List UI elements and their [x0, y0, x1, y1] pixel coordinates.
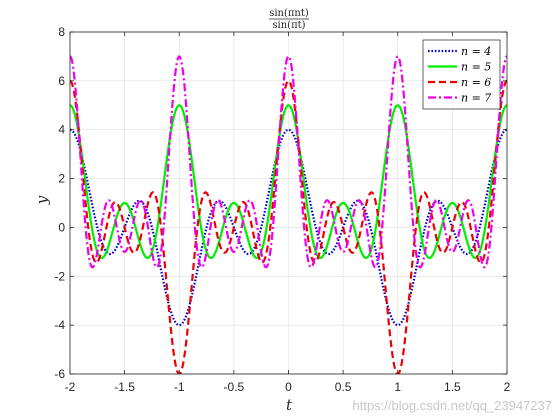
- title-denominator: sin(πt): [272, 20, 305, 31]
- series-line-n5: [70, 104, 507, 260]
- y-tick-label: -2: [54, 269, 65, 283]
- y-tick-label: 6: [58, 74, 65, 88]
- x-axis-label: t: [286, 396, 293, 414]
- chart-title: sin(πnt) sin(πt): [269, 8, 309, 31]
- y-axis-label: y: [33, 195, 51, 205]
- legend-label-n5: n = 5: [461, 61, 491, 74]
- x-tick-label: 2: [504, 380, 511, 394]
- x-tick-label: -0.5: [224, 380, 245, 394]
- x-tick-label: 1: [394, 380, 401, 394]
- y-tick-label: 4: [58, 123, 65, 137]
- x-tick-label: 0.5: [335, 380, 352, 394]
- series-line-n6: [70, 79, 507, 374]
- y-tick-label: 2: [58, 172, 65, 186]
- x-tick-label: -1.5: [114, 380, 135, 394]
- ticks: [69, 31, 508, 375]
- series-line-n7: [70, 55, 507, 269]
- watermark: https://blog.csdn.net/qq_23947237: [353, 398, 553, 413]
- tick-labels: -2 -1.5 -1 -0.5 0 0.5 1 1.5 2 -6 -4 -2 0 2 4 6 8: [54, 25, 510, 394]
- x-tick-label: -1: [174, 380, 185, 394]
- x-tick-label: 1.5: [444, 380, 461, 394]
- y-tick-label: 8: [58, 25, 65, 39]
- legend: n = 4 n = 5 n = 6 n = 7: [422, 39, 501, 110]
- legend-label-n4: n = 4: [461, 45, 491, 58]
- title-numerator: sin(πnt): [269, 8, 309, 19]
- legend-label-n6: n = 6: [461, 76, 491, 89]
- legend-label-n7: n = 7: [461, 92, 491, 105]
- y-tick-label: 0: [58, 220, 65, 234]
- y-tick-label: -4: [54, 318, 65, 332]
- x-tick-label: 0: [285, 380, 292, 394]
- y-tick-label: -6: [54, 367, 65, 381]
- x-tick-label: -2: [65, 380, 76, 394]
- series-group: [70, 55, 507, 374]
